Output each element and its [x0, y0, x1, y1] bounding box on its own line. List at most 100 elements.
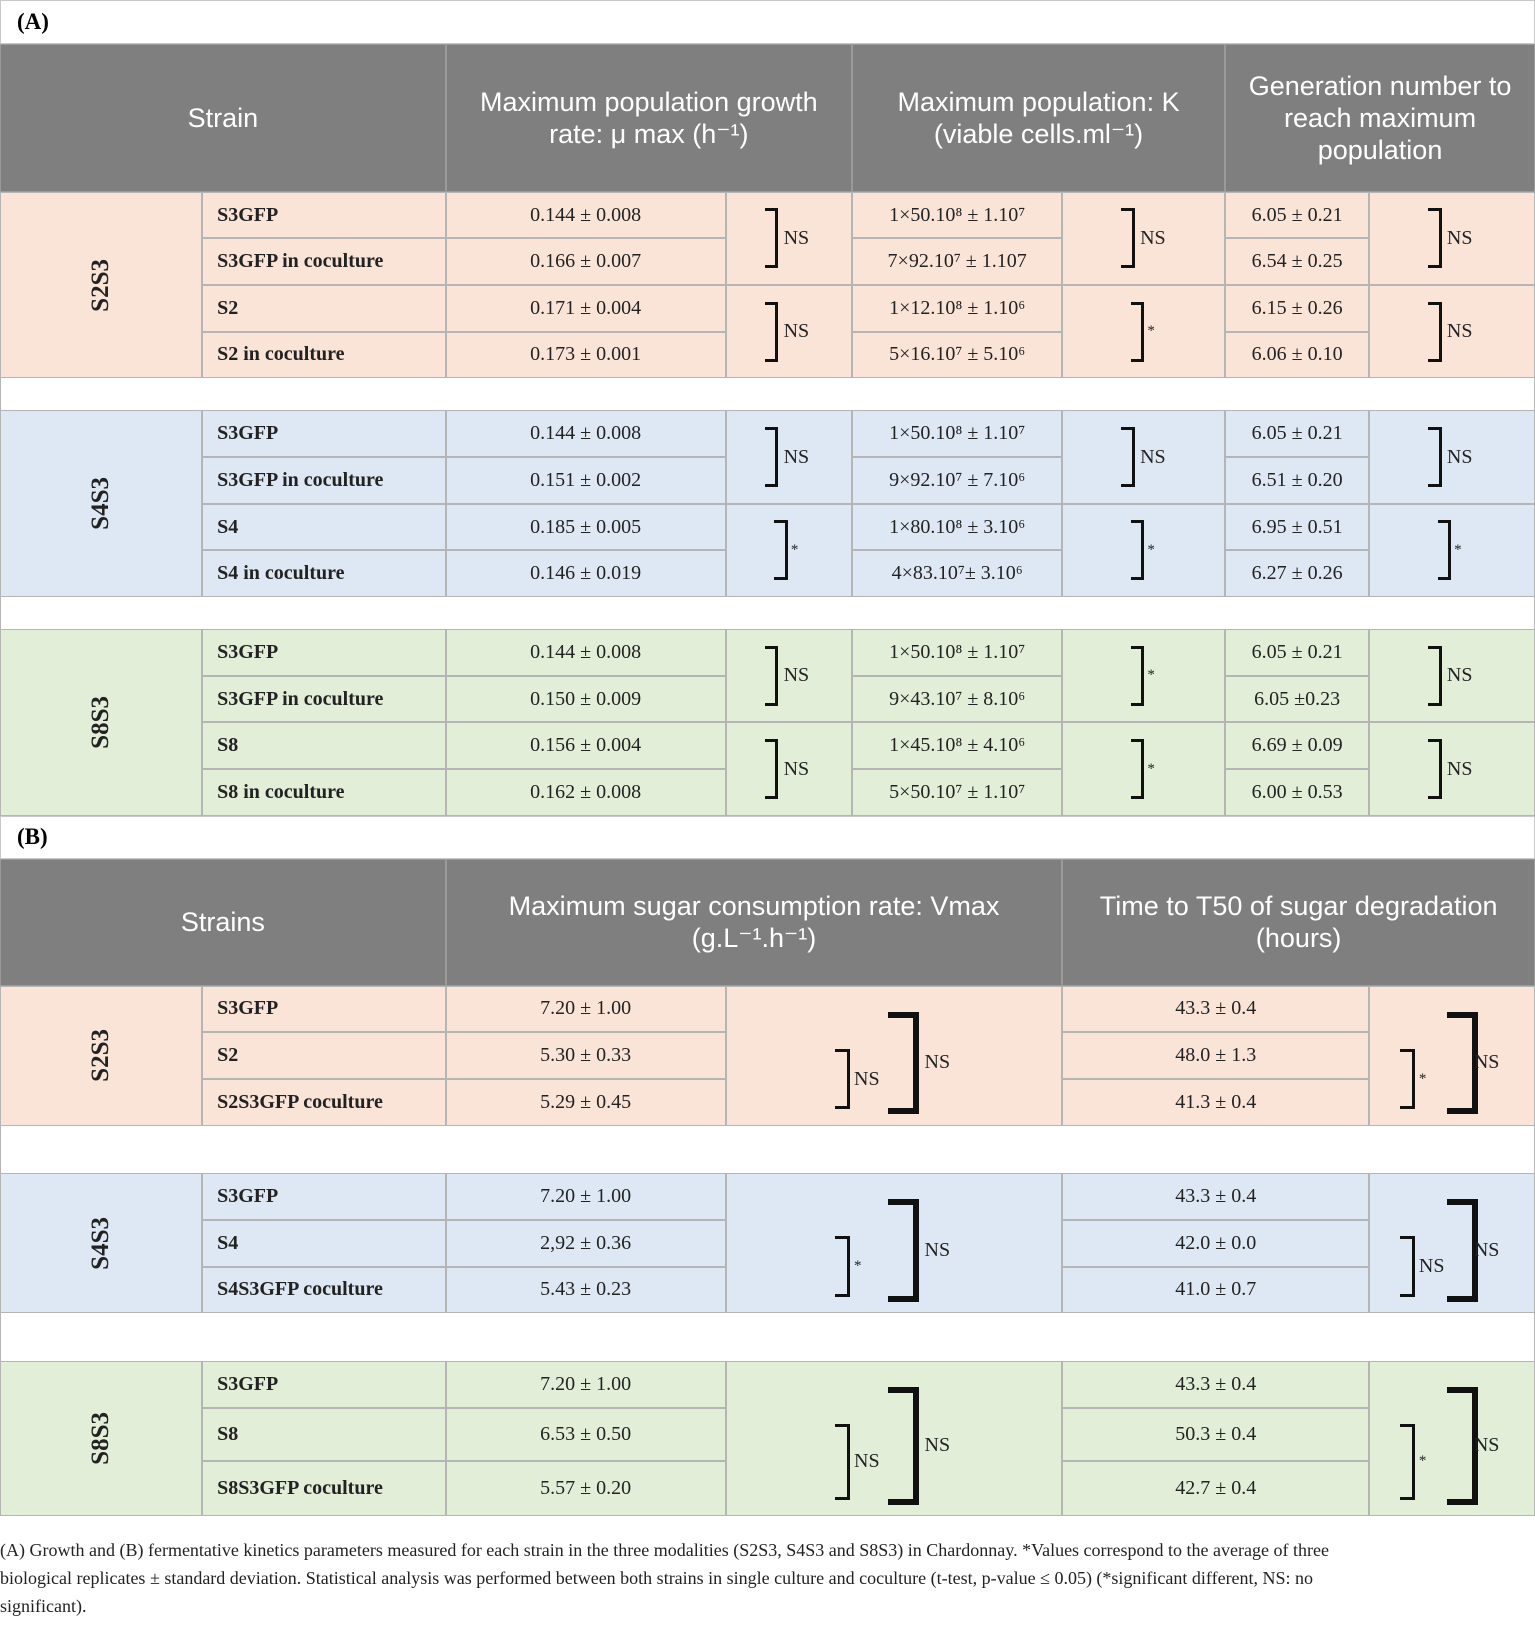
value-cell: 0.144 ± 0.008 [445, 191, 726, 239]
spacer [0, 378, 1535, 411]
strain-cell: S2 in coculture [202, 331, 446, 379]
significance-cell [1062, 722, 1226, 816]
strain-cell: S3GFP [202, 191, 446, 239]
value-cell: 5×50.10⁷ ± 1.10⁷ [851, 769, 1063, 816]
strain-cell: S4 [202, 503, 446, 551]
header-cell: Strains [0, 859, 446, 986]
header-cell: Maximum population: K (viable cells.ml⁻¹… [851, 43, 1226, 192]
value-cell: 1×80.10⁸ ± 3.10⁶ [851, 503, 1063, 551]
significance-label: NS [1140, 226, 1166, 249]
strain-cell: S8 in coculture [202, 769, 446, 816]
value-cell: 41.0 ± 0.7 [1062, 1266, 1370, 1314]
value-cell: 5.29 ± 0.45 [445, 1078, 726, 1126]
significance-label: NS [924, 1239, 951, 1262]
header-cell: Strain [0, 43, 446, 192]
bracket [764, 738, 779, 800]
value-cell: 6.00 ± 0.53 [1225, 769, 1370, 816]
significance-label: * [1147, 760, 1155, 777]
bracket [1428, 738, 1442, 800]
bracket [1400, 1048, 1415, 1109]
value-cell: 43.3 ± 0.4 [1062, 1360, 1370, 1408]
value-cell: 48.0 ± 1.3 [1062, 1032, 1370, 1079]
group-label: S2S3 [0, 985, 203, 1126]
bracket [1428, 301, 1442, 362]
value-cell: 6.69 ± 0.09 [1225, 722, 1370, 770]
section-label: (A) [0, 0, 1535, 44]
group-label: S8S3 [0, 629, 203, 816]
significance-cell [1369, 410, 1535, 504]
bracket [764, 301, 779, 362]
value-cell: 6.15 ± 0.26 [1225, 285, 1370, 332]
value-cell: 1×50.10⁸ ± 1.10⁷ [851, 410, 1063, 458]
value-cell: 5.43 ± 0.23 [445, 1266, 726, 1314]
strain-cell: S3GFP in coculture [202, 675, 446, 723]
significance-label: NS [1418, 1255, 1445, 1278]
significance-label: NS [1446, 320, 1473, 343]
value-cell: 41.3 ± 0.4 [1062, 1078, 1370, 1126]
group-name: S4S3 [87, 477, 115, 531]
significance-label: * [1147, 667, 1155, 684]
bracket [764, 427, 779, 488]
bracket [1428, 208, 1442, 269]
value-cell: 6.06 ± 0.10 [1225, 331, 1370, 379]
value-cell: 9×43.10⁷ ± 8.10⁶ [851, 675, 1063, 723]
bracket [1446, 1199, 1478, 1302]
spacer [0, 597, 1535, 630]
strain-cell: S8 [202, 722, 446, 770]
significance-label: NS [1446, 757, 1473, 780]
value-cell: 1×45.10⁸ ± 4.10⁶ [851, 722, 1063, 770]
significance-cell [1369, 191, 1535, 286]
significance-cell [1369, 985, 1535, 1126]
significance-label: NS [1446, 445, 1473, 468]
significance-label: NS [1473, 1051, 1500, 1074]
value-cell: 6.53 ± 0.50 [445, 1407, 726, 1462]
header-cell: Generation number to reach maximum popul… [1225, 43, 1535, 192]
value-cell: 2,92 ± 0.36 [445, 1219, 726, 1267]
value-cell: 1×12.10⁸ ± 1.10⁶ [851, 285, 1063, 332]
significance-label: NS [1446, 664, 1473, 687]
group-name: S2S3 [87, 1029, 115, 1083]
value-cell: 0.185 ± 0.005 [445, 503, 726, 551]
strain-cell: S4S3GFP coculture [202, 1266, 446, 1314]
significance-cell [1369, 503, 1535, 597]
bracket [1428, 645, 1442, 706]
value-cell: 6.05 ± 0.21 [1225, 629, 1370, 676]
significance-label: NS [854, 1067, 880, 1090]
bracket [774, 520, 788, 581]
significance-label: NS [783, 320, 810, 343]
bracket [888, 1199, 920, 1302]
header-cell: Maximum sugar consumption rate: Vmax (g.… [445, 859, 1063, 986]
significance-cell [1369, 285, 1535, 379]
bracket [1400, 1424, 1415, 1500]
value-cell: 6.05 ±0.23 [1225, 675, 1370, 723]
significance-cell [1062, 191, 1226, 286]
spacer [0, 1313, 1535, 1361]
strain-cell: S3GFP in coculture [202, 457, 446, 504]
value-cell: 4×83.10⁷± 3.10⁶ [851, 550, 1063, 597]
value-cell: 0.151 ± 0.002 [445, 457, 726, 504]
strain-cell: S4 in coculture [202, 550, 446, 597]
significance-label: NS [1473, 1434, 1500, 1457]
group-label: S4S3 [0, 1173, 203, 1314]
value-cell: 7.20 ± 1.00 [445, 985, 726, 1033]
significance-label: NS [783, 664, 810, 687]
bracket [764, 208, 779, 269]
value-cell: 5.57 ± 0.20 [445, 1461, 726, 1517]
value-cell: 9×92.10⁷ ± 7.10⁶ [851, 457, 1063, 504]
bracket [888, 1011, 920, 1115]
strain-cell: S3GFP [202, 410, 446, 458]
bracket [1130, 520, 1145, 581]
bracket [888, 1386, 920, 1505]
header-cell: Maximum population growth rate: μ max (h… [445, 43, 852, 192]
value-cell: 0.173 ± 0.001 [445, 331, 726, 379]
significance-label: NS [1446, 226, 1473, 249]
value-cell: 42.0 ± 0.0 [1062, 1219, 1370, 1267]
value-cell: 7×92.10⁷ ± 1.107 [851, 238, 1063, 286]
significance-cell [725, 985, 1063, 1126]
significance-label: * [1454, 541, 1462, 558]
significance-label: NS [1473, 1239, 1500, 1262]
value-cell: 0.146 ± 0.019 [445, 550, 726, 597]
value-cell: 0.171 ± 0.004 [445, 285, 726, 332]
significance-cell [1369, 1360, 1535, 1517]
value-cell: 0.144 ± 0.008 [445, 629, 726, 676]
